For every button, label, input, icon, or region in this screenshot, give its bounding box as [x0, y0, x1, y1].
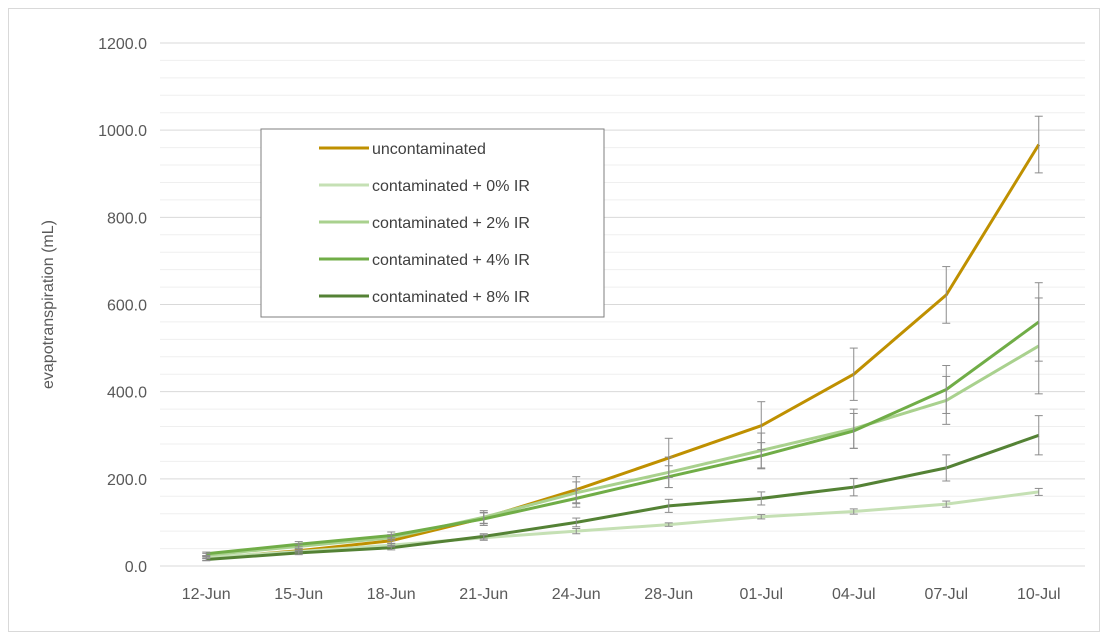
- x-tick-label: 07-Jul: [924, 586, 968, 603]
- x-tick-label: 21-Jun: [459, 586, 508, 603]
- x-tick-label: 01-Jul: [739, 586, 783, 603]
- legend-label: contaminated + 4% IR: [372, 252, 530, 269]
- x-tick-label: 12-Jun: [182, 586, 231, 603]
- x-tick-label: 18-Jun: [367, 586, 416, 603]
- x-tick-label: 24-Jun: [552, 586, 601, 603]
- legend-entry: contaminated + 0% IR: [319, 178, 530, 195]
- error-bar: [387, 531, 396, 540]
- x-tick-label: 10-Jul: [1017, 586, 1061, 603]
- error-bar: [294, 550, 303, 556]
- error-bar: [572, 517, 581, 528]
- evapotranspiration-line-chart: 0.0 200.0 400.0 600.0 800.0 1000.0 1200.0 12-J…: [40, 36, 1085, 603]
- error-bar: [942, 454, 951, 482]
- error-bars: [202, 115, 1043, 562]
- error-bar: [479, 511, 488, 526]
- legend-label: contaminated + 0% IR: [372, 178, 530, 195]
- y-tick-label: 600.0: [107, 298, 147, 315]
- error-bar: [942, 500, 951, 508]
- error-bar: [1034, 487, 1043, 496]
- x-tick-label: 15-Jun: [274, 586, 323, 603]
- legend-label: uncontaminated: [372, 141, 486, 158]
- series-line: [206, 433, 1040, 561]
- error-bar: [1034, 415, 1043, 456]
- error-bar: [664, 465, 673, 489]
- x-axis-ticks: 12-Jun 15-Jun 18-Jun 21-Jun 24-Jun 28-Jun 01-J…: [182, 586, 1061, 603]
- legend-label: contaminated + 8% IR: [372, 289, 530, 306]
- error-bar: [942, 365, 951, 414]
- error-bar: [757, 491, 766, 506]
- x-tick-label: 28-Jun: [644, 586, 693, 603]
- error-bar: [572, 489, 581, 508]
- error-bar: [942, 266, 951, 324]
- error-bar: [849, 508, 858, 515]
- y-tick-label: 1000.0: [98, 123, 147, 140]
- y-tick-label: 0.0: [125, 559, 147, 576]
- y-axis-ticks: 0.0 200.0 400.0 600.0 800.0 1000.0 1200.0: [98, 36, 147, 576]
- error-bar: [757, 442, 766, 470]
- legend-entry: contaminated + 4% IR: [319, 252, 530, 269]
- chart-frame: 0.0 200.0 400.0 600.0 800.0 1000.0 1200.0 12-J…: [8, 8, 1100, 632]
- x-tick-label: 04-Jul: [832, 586, 876, 603]
- error-bar: [664, 522, 673, 527]
- y-tick-label: 1200.0: [98, 36, 147, 53]
- legend-entry: contaminated + 8% IR: [319, 289, 530, 306]
- error-bar: [387, 545, 396, 551]
- legend-box: [260, 128, 605, 318]
- error-bar: [849, 477, 858, 497]
- series-line: [206, 143, 1041, 560]
- error-bar: [1034, 115, 1043, 174]
- y-tick-label: 800.0: [107, 210, 147, 227]
- error-bar: [849, 412, 858, 449]
- series-line: [206, 490, 1039, 559]
- series-lines: [206, 143, 1041, 561]
- error-bar: [1034, 282, 1043, 362]
- legend-entry: contaminated + 2% IR: [319, 215, 530, 232]
- series-line: [206, 320, 1040, 556]
- error-bar: [294, 541, 303, 548]
- y-axis-title: evapotranspiration (mL): [40, 220, 57, 389]
- error-bar: [479, 533, 488, 540]
- error-bar: [202, 557, 211, 562]
- y-tick-label: 200.0: [107, 472, 147, 489]
- error-bar: [757, 514, 766, 520]
- legend-entry: uncontaminated: [319, 141, 486, 158]
- error-bar: [849, 347, 858, 401]
- y-tick-label: 400.0: [107, 385, 147, 402]
- legend-label: contaminated + 2% IR: [372, 215, 530, 232]
- error-bar: [572, 528, 581, 535]
- series-line: [206, 344, 1040, 557]
- legend: uncontaminated contaminated + 0% IR contam…: [260, 128, 605, 318]
- gridlines: [160, 42, 1085, 567]
- error-bar: [664, 498, 673, 513]
- error-bar: [202, 551, 211, 557]
